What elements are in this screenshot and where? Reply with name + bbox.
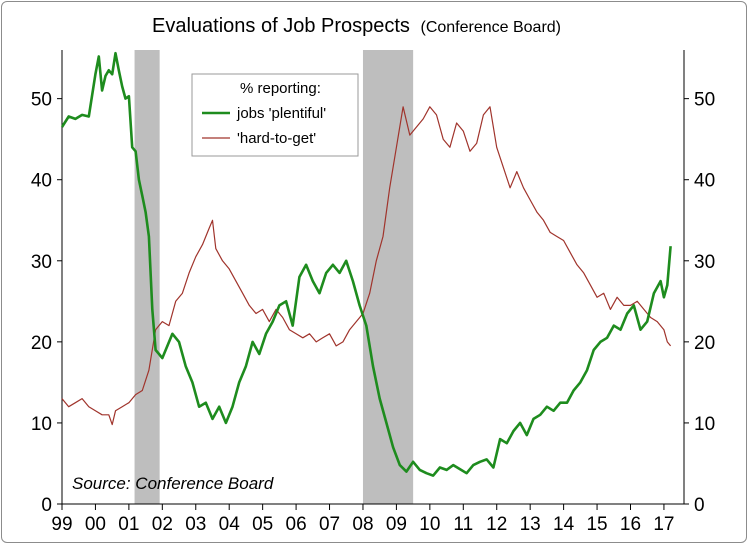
x-tick-label-04: 04	[219, 514, 241, 535]
y-tick-label-left-40: 40	[31, 171, 52, 192]
chart-title: Evaluations of Job Prospects (Conference…	[152, 15, 561, 37]
x-tick-label-02: 02	[152, 514, 173, 535]
series-line-jobs-plentiful	[60, 51, 672, 477]
y-tick-label-right-20: 20	[694, 333, 715, 354]
y-tick-label-right-10: 10	[694, 414, 715, 435]
x-tick-label-14: 14	[553, 514, 575, 535]
legend-box	[191, 73, 359, 157]
y-tick-label-right-30: 30	[694, 252, 715, 273]
x-tick-label-03: 03	[185, 514, 206, 535]
y-tick-label-right-40: 40	[694, 171, 715, 192]
y-tick-label-left-0: 0	[41, 495, 52, 516]
legend-label-plentiful: jobs 'plentiful'	[236, 105, 326, 122]
legend-title: % reporting:	[240, 80, 321, 97]
x-tick-label-00: 00	[85, 514, 106, 535]
chart-title-main: Evaluations of Job Prospects	[152, 15, 410, 37]
x-tick-label-13: 13	[520, 514, 541, 535]
recession-band-0	[134, 50, 160, 504]
x-tick-label-99: 99	[51, 514, 72, 535]
y-tick-label-left-50: 50	[31, 90, 52, 111]
x-tick-label-06: 06	[286, 514, 307, 535]
y-tick-label-left-20: 20	[31, 333, 52, 354]
x-tick-label-12: 12	[486, 514, 507, 535]
chart-title-sub: (Conference Board)	[420, 19, 561, 36]
x-tick-label-17: 17	[653, 514, 674, 535]
y-tick-label-right-50: 50	[694, 90, 715, 111]
recession-shading-layer	[134, 50, 414, 504]
x-tick-label-15: 15	[586, 514, 607, 535]
x-tick-label-09: 09	[386, 514, 407, 535]
x-tick-label-08: 08	[352, 514, 373, 535]
x-tick-label-01: 01	[118, 514, 139, 535]
source-note: Source: Conference Board	[72, 474, 274, 493]
y-tick-label-right-0: 0	[694, 495, 705, 516]
series-layer	[60, 51, 672, 477]
x-tick-label-07: 07	[319, 514, 340, 535]
x-tick-label-05: 05	[252, 514, 273, 535]
x-tick-label-11: 11	[453, 514, 473, 535]
y-tick-label-left-10: 10	[31, 414, 52, 435]
x-tick-label-16: 16	[620, 514, 641, 535]
legend: % reporting: jobs 'plentiful' 'hard-to-g…	[191, 73, 359, 157]
x-tick-label-10: 10	[419, 514, 440, 535]
y-tick-label-left-30: 30	[31, 252, 52, 273]
legend-label-hard-to-get: 'hard-to-get'	[237, 130, 316, 147]
